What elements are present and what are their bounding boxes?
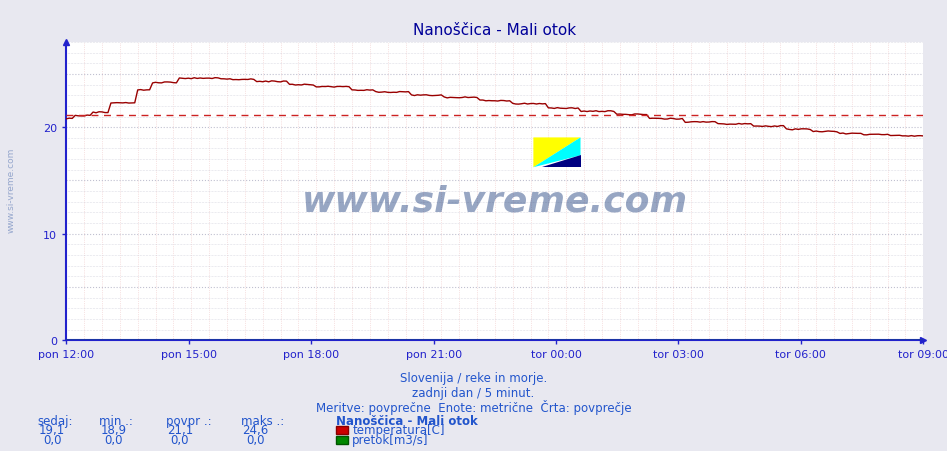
Text: 18,9: 18,9 bbox=[100, 423, 127, 436]
Polygon shape bbox=[542, 156, 581, 168]
Text: 0,0: 0,0 bbox=[43, 433, 62, 446]
Polygon shape bbox=[533, 138, 581, 168]
Text: zadnji dan / 5 minut.: zadnji dan / 5 minut. bbox=[412, 386, 535, 399]
Text: www.si-vreme.com: www.si-vreme.com bbox=[302, 184, 688, 217]
Text: www.si-vreme.com: www.si-vreme.com bbox=[7, 147, 16, 232]
Text: Slovenija / reke in morje.: Slovenija / reke in morje. bbox=[400, 371, 547, 384]
Text: min .:: min .: bbox=[99, 414, 134, 427]
Text: pretok[m3/s]: pretok[m3/s] bbox=[352, 433, 429, 446]
Text: temperatura[C]: temperatura[C] bbox=[352, 423, 445, 436]
Text: 24,6: 24,6 bbox=[242, 423, 269, 436]
Text: 0,0: 0,0 bbox=[104, 433, 123, 446]
Text: maks .:: maks .: bbox=[241, 414, 285, 427]
Text: povpr .:: povpr .: bbox=[166, 414, 211, 427]
Text: sedaj:: sedaj: bbox=[38, 414, 73, 427]
Text: Meritve: povprečne  Enote: metrične  Črta: povprečje: Meritve: povprečne Enote: metrične Črta:… bbox=[315, 399, 632, 414]
Text: 19,1: 19,1 bbox=[39, 423, 65, 436]
Polygon shape bbox=[533, 138, 581, 168]
Text: 0,0: 0,0 bbox=[170, 433, 189, 446]
Text: 21,1: 21,1 bbox=[167, 423, 193, 436]
Title: Nanoščica - Mali otok: Nanoščica - Mali otok bbox=[413, 23, 577, 37]
Text: Nanoščica - Mali otok: Nanoščica - Mali otok bbox=[336, 414, 478, 427]
Text: 0,0: 0,0 bbox=[246, 433, 265, 446]
